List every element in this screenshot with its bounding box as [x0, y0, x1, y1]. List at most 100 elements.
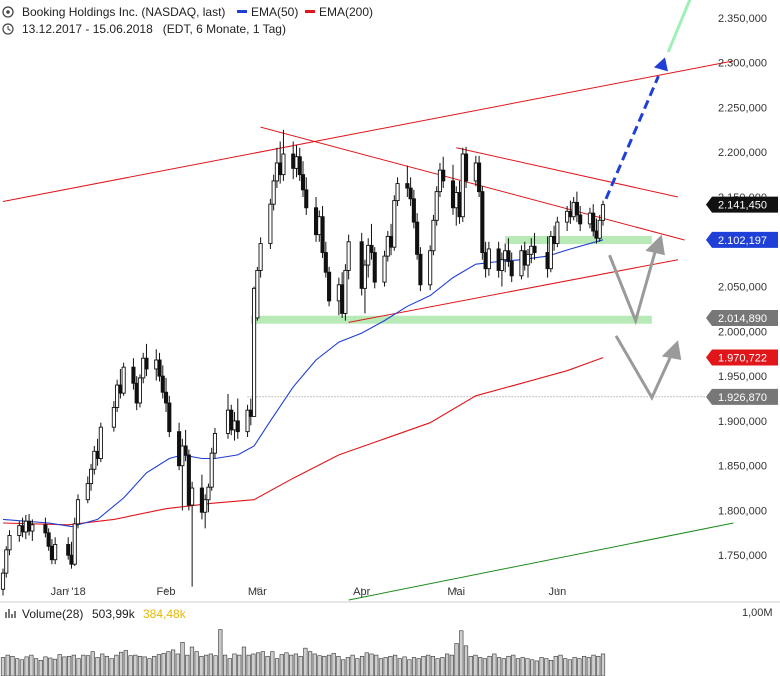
candle[interactable] — [460, 147, 465, 223]
candle[interactable] — [27, 514, 32, 536]
candle[interactable] — [323, 241, 328, 278]
candle[interactable] — [506, 238, 511, 267]
candle[interactable] — [441, 156, 446, 189]
candle[interactable] — [281, 129, 286, 181]
candle[interactable] — [587, 207, 593, 229]
candle[interactable] — [392, 195, 397, 251]
candle[interactable] — [304, 177, 309, 215]
candle[interactable] — [522, 241, 527, 271]
candle[interactable] — [66, 537, 71, 560]
candle[interactable] — [428, 245, 433, 291]
candle[interactable] — [0, 568, 6, 596]
candle[interactable] — [450, 164, 456, 215]
candle[interactable] — [418, 247, 423, 292]
candle[interactable] — [480, 186, 485, 260]
candle[interactable] — [372, 247, 377, 289]
candle[interactable] — [141, 352, 146, 384]
candle[interactable] — [88, 463, 94, 491]
candle[interactable] — [548, 231, 553, 273]
candle[interactable] — [591, 204, 596, 237]
candle[interactable] — [382, 250, 387, 287]
candle[interactable] — [209, 447, 214, 491]
chart-settings-icon[interactable] — [2, 6, 14, 18]
candle[interactable] — [415, 213, 420, 260]
candle[interactable] — [258, 237, 263, 278]
candle[interactable] — [327, 266, 332, 307]
candle[interactable] — [486, 241, 491, 276]
candle[interactable] — [118, 368, 123, 399]
candle[interactable] — [320, 205, 325, 258]
candle[interactable] — [72, 517, 77, 566]
candle[interactable] — [369, 223, 374, 260]
candle[interactable] — [157, 352, 162, 382]
candle[interactable] — [203, 494, 208, 529]
candle[interactable] — [434, 186, 439, 226]
candle[interactable] — [431, 214, 436, 256]
candle[interactable] — [359, 232, 364, 296]
candle[interactable] — [134, 376, 139, 411]
candle[interactable] — [552, 225, 557, 251]
candle[interactable] — [49, 539, 54, 565]
candle[interactable] — [362, 259, 368, 314]
candle[interactable] — [411, 189, 416, 229]
candle[interactable] — [519, 245, 524, 280]
candle[interactable] — [340, 272, 345, 318]
candle[interactable] — [568, 200, 573, 224]
candle[interactable] — [69, 541, 74, 569]
candle[interactable] — [336, 277, 341, 316]
candle[interactable] — [395, 177, 400, 206]
candle[interactable] — [167, 395, 172, 438]
candle[interactable] — [199, 474, 204, 520]
candle[interactable] — [343, 264, 348, 321]
candle[interactable] — [98, 422, 103, 463]
candle[interactable] — [212, 428, 218, 459]
candle[interactable] — [463, 146, 469, 189]
candle[interactable] — [206, 483, 211, 513]
candle[interactable] — [235, 398, 240, 439]
candle[interactable] — [17, 521, 22, 542]
candle[interactable] — [131, 358, 136, 390]
candle[interactable] — [137, 374, 143, 408]
candle[interactable] — [154, 349, 159, 381]
candle[interactable] — [600, 200, 606, 226]
candle[interactable] — [457, 180, 462, 224]
candle[interactable] — [115, 379, 120, 412]
candle[interactable] — [571, 197, 576, 221]
candle[interactable] — [255, 266, 260, 321]
candle[interactable] — [274, 147, 279, 189]
candle[interactable] — [144, 343, 149, 377]
candle[interactable] — [483, 241, 488, 278]
candle[interactable] — [565, 205, 570, 232]
candle[interactable] — [163, 377, 169, 412]
candle[interactable] — [555, 216, 560, 248]
candle[interactable] — [297, 147, 302, 181]
candle[interactable] — [85, 476, 90, 504]
candle[interactable] — [177, 422, 182, 471]
candle[interactable] — [291, 141, 296, 180]
candle[interactable] — [408, 177, 413, 206]
candle[interactable] — [388, 223, 394, 256]
candle[interactable] — [385, 231, 390, 262]
candle[interactable] — [232, 411, 237, 441]
candle[interactable] — [509, 252, 514, 283]
candle[interactable] — [574, 191, 579, 223]
candle[interactable] — [75, 494, 81, 529]
candle[interactable] — [225, 394, 231, 439]
candle[interactable] — [229, 404, 234, 436]
candle[interactable] — [473, 155, 478, 187]
candle[interactable] — [248, 398, 253, 426]
candle[interactable] — [23, 514, 28, 540]
candle[interactable] — [183, 429, 188, 462]
candle[interactable] — [597, 214, 602, 242]
candle[interactable] — [7, 530, 12, 556]
candle[interactable] — [294, 145, 299, 178]
candle[interactable] — [121, 362, 126, 396]
candle[interactable] — [496, 241, 501, 278]
candle[interactable] — [317, 210, 322, 242]
candle[interactable] — [245, 404, 250, 438]
candle[interactable] — [92, 445, 97, 475]
candle[interactable] — [95, 438, 100, 466]
candle[interactable] — [4, 546, 9, 578]
candle[interactable] — [43, 517, 48, 538]
